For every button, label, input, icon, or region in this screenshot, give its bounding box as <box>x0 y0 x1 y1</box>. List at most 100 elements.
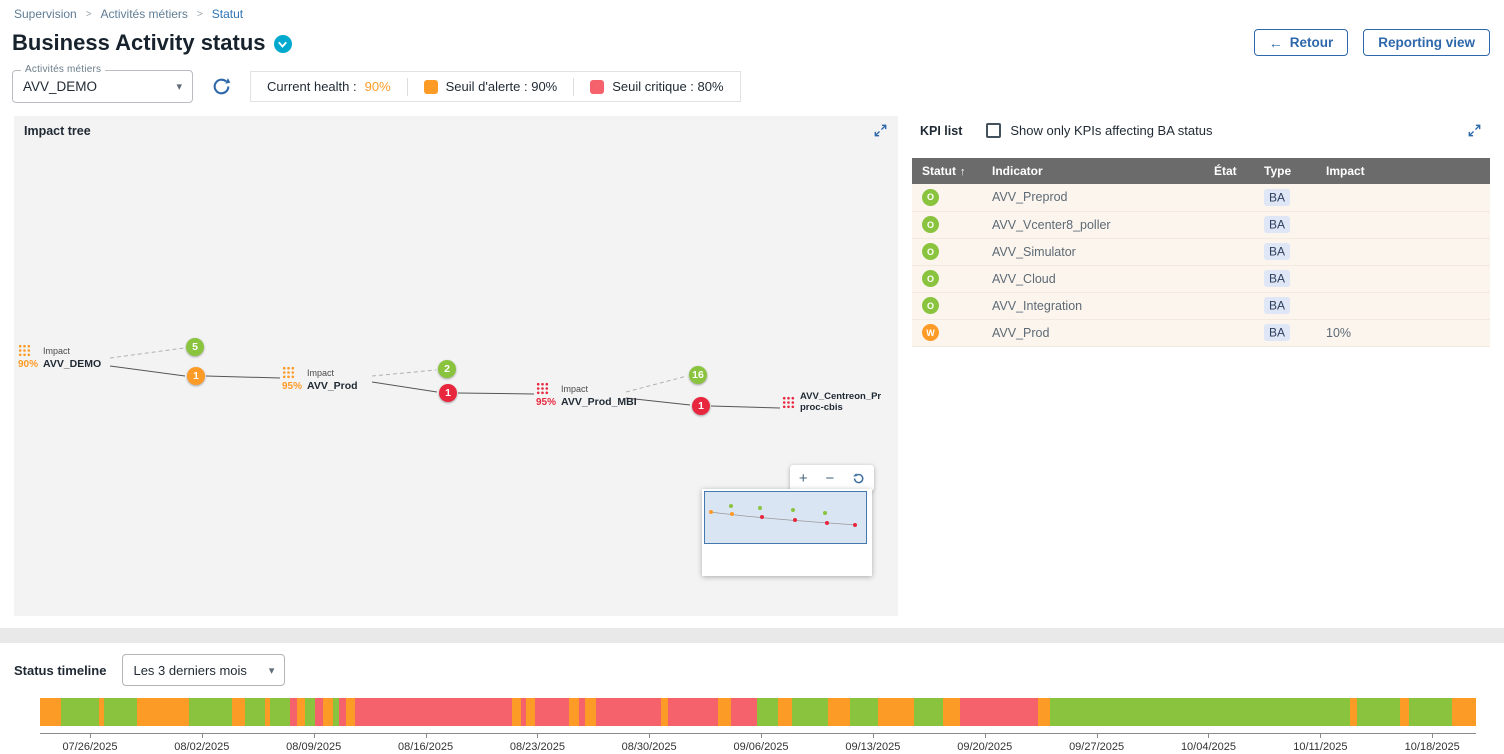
kpi-column-header[interactable]: Indicator <box>982 158 1204 184</box>
kpi-column-header[interactable]: Type <box>1254 158 1316 184</box>
kpi-row[interactable]: W AVV_Prod BA 10% <box>912 319 1490 347</box>
axis-tick <box>1432 734 1434 738</box>
timeline-segment-critical[interactable] <box>730 698 757 726</box>
kpi-count-badge-critical[interactable]: 1 <box>692 397 710 415</box>
zoom-reset-button[interactable] <box>852 472 865 485</box>
timeline-period-select[interactable]: Les 3 derniers mois ▾ <box>122 654 286 686</box>
timeline-segment-warning[interactable] <box>346 698 355 726</box>
kpi-column-header[interactable]: Impact <box>1316 158 1490 184</box>
kpi-row[interactable]: O AVV_Cloud BA <box>912 265 1490 293</box>
reporting-view-button[interactable]: Reporting view <box>1363 29 1490 56</box>
kpi-column-header[interactable]: Statut ↑ <box>912 158 982 184</box>
axis-date-label: 08/23/2025 <box>509 741 565 753</box>
timeline-segment-warning[interactable] <box>778 698 793 726</box>
axis-date-label: 08/02/2025 <box>174 741 230 753</box>
timeline-segment-warning[interactable] <box>569 698 580 726</box>
timeline-segment-warning[interactable] <box>1400 698 1409 726</box>
kpi-row[interactable]: O AVV_Simulator BA <box>912 238 1490 266</box>
impact-tree-expand-button[interactable] <box>873 123 888 138</box>
minimap-viewport[interactable] <box>704 491 867 544</box>
timeline-segment-warning[interactable] <box>231 698 245 726</box>
timeline-segment-critical[interactable] <box>354 698 512 726</box>
timeline-segment-warning[interactable] <box>1350 698 1358 726</box>
timeline-segment-ok[interactable] <box>188 698 232 726</box>
timeline-segment-critical[interactable] <box>667 698 718 726</box>
axis-tick <box>872 734 874 738</box>
timeline-segment-warning[interactable] <box>584 698 597 726</box>
timeline-segment-warning[interactable] <box>660 698 668 726</box>
zoom-in-button[interactable]: + <box>798 469 808 487</box>
zoom-out-button[interactable]: − <box>825 469 835 487</box>
kpi-count-badge-ok[interactable]: 2 <box>438 360 456 378</box>
timeline-segment-warning[interactable] <box>717 698 731 726</box>
timeline-segment-critical[interactable] <box>579 698 585 726</box>
timeline-segment-warning[interactable] <box>878 698 914 726</box>
status-badge: O <box>922 243 939 260</box>
timeline-segment-ok[interactable] <box>244 698 265 726</box>
timeline-segment-ok[interactable] <box>1357 698 1401 726</box>
timeline-segment-ok[interactable] <box>333 698 339 726</box>
timeline-segment-ok[interactable] <box>849 698 879 726</box>
tree-node-avv-prod-mbi[interactable]: Impact 95% AVV_Prod_MBI <box>536 382 637 408</box>
kpi-etat-cell <box>1204 184 1254 212</box>
kpi-indicator-cell: AVV_Integration <box>982 292 1204 320</box>
impact-tree-canvas[interactable]: Impact 90% AVV_DEMO 5 1 Impact 95% AVV_P… <box>14 116 898 616</box>
kpi-impact-cell: 10% <box>1316 319 1490 347</box>
timeline-segment-critical[interactable] <box>596 698 661 726</box>
timeline-segment-ok[interactable] <box>792 698 829 726</box>
kpi-row[interactable]: O AVV_Integration BA <box>912 292 1490 320</box>
timeline-segment-warning[interactable] <box>297 698 305 726</box>
main-app-area: Supervision > Activités métiers > Statut… <box>0 0 1504 628</box>
ba-select[interactable]: Activités métiers AVV_DEMO ▾ <box>12 64 193 103</box>
timeline-segment-warning[interactable] <box>137 698 189 726</box>
timeline-segment-warning[interactable] <box>264 698 271 726</box>
kpi-count-badge-warning[interactable]: 1 <box>187 367 205 385</box>
timeline-segment-critical[interactable] <box>338 698 347 726</box>
timeline-segment-ok[interactable] <box>1408 698 1452 726</box>
kpi-indicator-cell: AVV_Cloud <box>982 265 1204 293</box>
timeline-segment-warning[interactable] <box>828 698 850 726</box>
timeline-segment-ok[interactable] <box>1049 698 1351 726</box>
timeline-segment-critical[interactable] <box>520 698 527 726</box>
kpi-count-badge-critical[interactable]: 1 <box>439 384 457 402</box>
breadcrumb-supervision[interactable]: Supervision <box>14 7 77 21</box>
timeline-segment-critical[interactable] <box>314 698 324 726</box>
timeline-segment-warning[interactable] <box>98 698 105 726</box>
kpi-list-title: KPI list <box>920 123 963 138</box>
timeline-segment-ok[interactable] <box>61 698 99 726</box>
timeline-segment-critical[interactable] <box>290 698 298 726</box>
kpi-column-header[interactable]: État <box>1204 158 1254 184</box>
timeline-segment-warning[interactable] <box>323 698 334 726</box>
timeline-segment-ok[interactable] <box>756 698 779 726</box>
timeline-segment-warning[interactable] <box>1038 698 1050 726</box>
timeline-segment-ok[interactable] <box>304 698 315 726</box>
business-activity-icon <box>536 382 549 395</box>
timeline-segment-warning[interactable] <box>526 698 535 726</box>
kpi-count-badge-ok[interactable]: 16 <box>689 366 707 384</box>
timeline-segment-critical[interactable] <box>959 698 1039 726</box>
timeline-segment-ok[interactable] <box>270 698 291 726</box>
kpi-row[interactable]: O AVV_Vcenter8_poller BA <box>912 211 1490 239</box>
kpi-list-expand-button[interactable] <box>1467 123 1482 138</box>
timeline-segment-ok[interactable] <box>913 698 943 726</box>
breadcrumb-activites-metiers[interactable]: Activités métiers <box>100 7 188 21</box>
tree-node-avv-centreon-proc[interactable]: AVV_Centreon_Pr proc-cbis <box>782 391 881 414</box>
timeline-segment-warning[interactable] <box>40 698 62 726</box>
timeline-segment-ok[interactable] <box>104 698 138 726</box>
timeline-segment-warning[interactable] <box>1451 698 1476 726</box>
tree-minimap[interactable] <box>702 489 872 576</box>
axis-date-label: 10/18/2025 <box>1404 741 1460 753</box>
tree-node-avv-prod[interactable]: Impact 95% AVV_Prod <box>282 366 358 392</box>
refresh-button[interactable] <box>211 76 232 97</box>
kpi-row[interactable]: O AVV_Preprod BA <box>912 184 1490 212</box>
timeline-segment-critical[interactable] <box>534 698 570 726</box>
show-only-kpis-checkbox[interactable] <box>986 123 1002 138</box>
breadcrumb-statut[interactable]: Statut <box>211 7 244 21</box>
type-chip: BA <box>1264 270 1291 287</box>
kpi-count-badge-ok[interactable]: 5 <box>186 338 204 356</box>
timeline-segment-warning[interactable] <box>512 698 521 726</box>
timeline-segment-warning[interactable] <box>942 698 960 726</box>
tree-node-avv-demo[interactable]: Impact 90% AVV_DEMO <box>18 344 102 370</box>
kpi-type-cell: BA <box>1254 292 1316 320</box>
back-button[interactable]: ← Retour <box>1253 29 1349 56</box>
